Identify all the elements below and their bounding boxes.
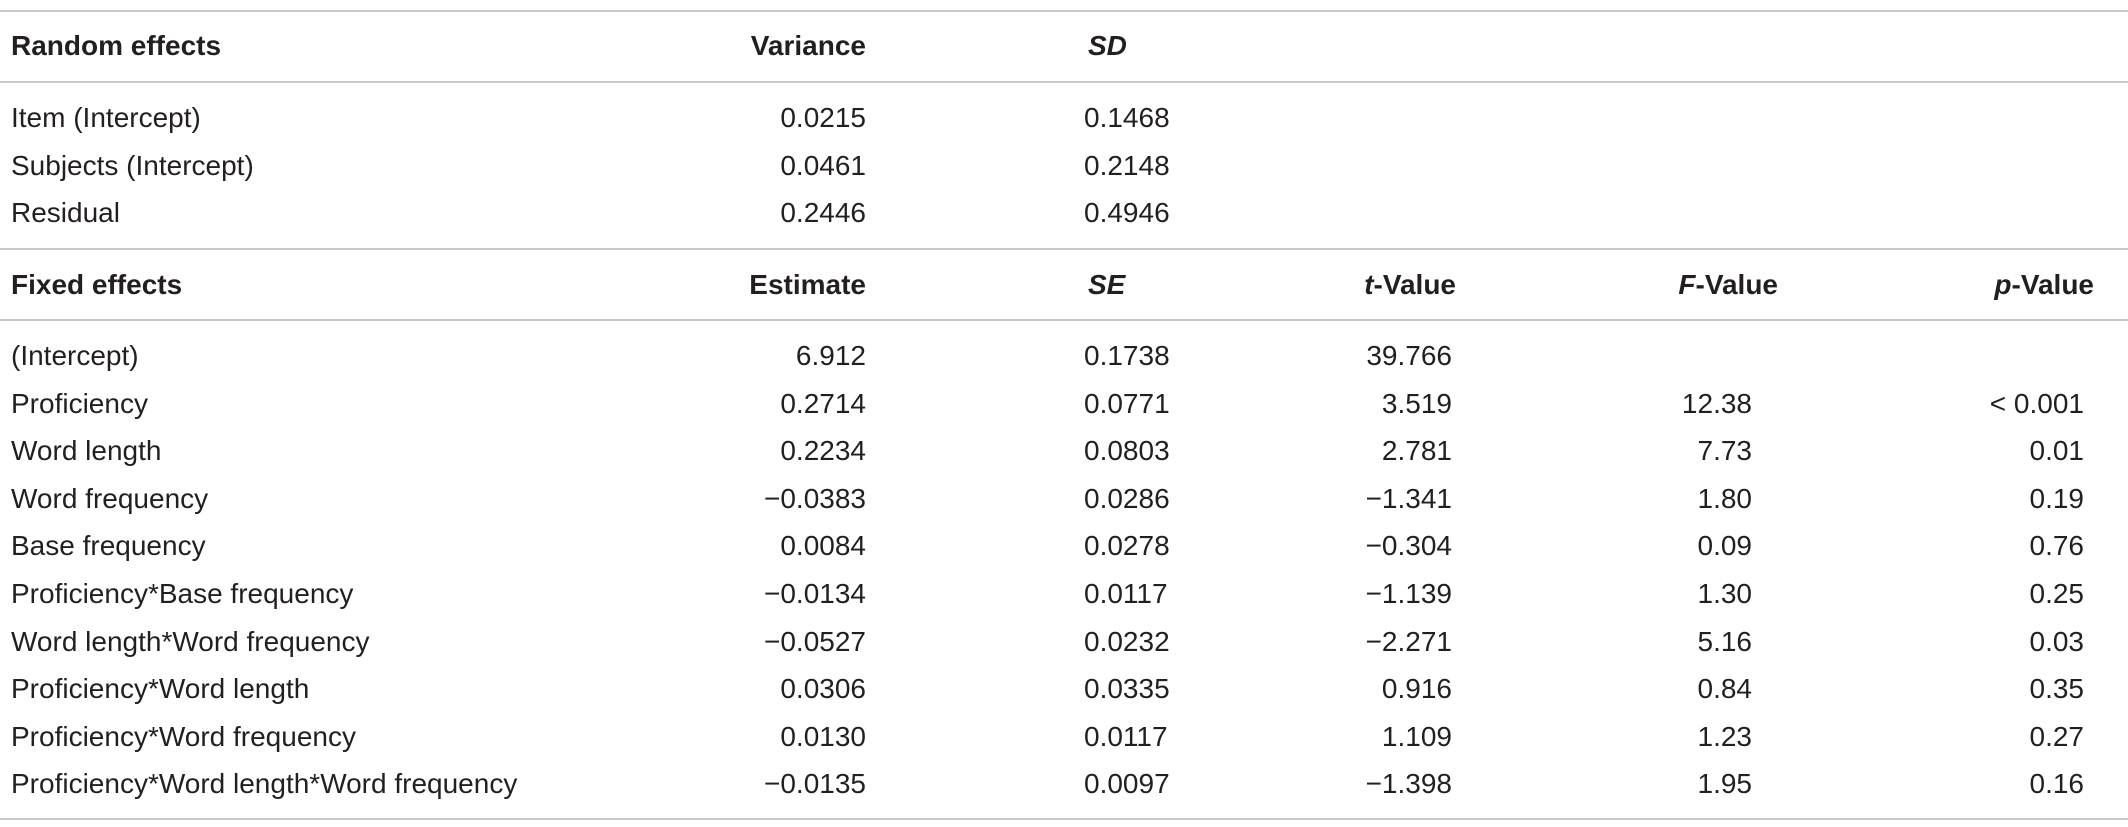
f-value: 1.30 (1697, 578, 1753, 609)
p-value: < 0.001 (1989, 387, 2084, 419)
se-value: 0.0097 (1084, 768, 1170, 800)
row-label: Proficiency*Base frequency (11, 578, 354, 609)
t-value: −1.139 (1365, 578, 1452, 609)
estimate-value: 0.2714 (780, 387, 866, 419)
rule-mid (0, 248, 2128, 250)
random-effects-heading: Random effects (11, 30, 222, 61)
fixed-effects-row: Word length 0.2234 0.0803 2.781 7.73 0.01 (0, 427, 2128, 474)
estimate-value: −0.0134 (764, 578, 866, 609)
fixed-effects-row: (Intercept) 6.912 0.1738 39.766 (0, 332, 2128, 379)
random-effects-row: Item (Intercept) 0.0215 0.1468 (0, 94, 2128, 141)
f-value: 1.95 (1697, 768, 1753, 800)
estimate-value: 6.912 (795, 340, 866, 371)
f-value: 1.80 (1697, 482, 1753, 514)
row-label: Residual (11, 197, 120, 228)
variance-value: 0.2446 (780, 197, 866, 228)
t-value-heading: t-Value (1364, 269, 1456, 300)
estimate-value: −0.0135 (764, 768, 866, 800)
f-value: 12.38 (1681, 387, 1752, 419)
fixed-effects-row: Word frequency −0.0383 0.0286 −1.341 1.80 0.1… (0, 475, 2128, 522)
t-value: 1.109 (1381, 720, 1452, 752)
estimate-value: −0.0527 (764, 625, 866, 657)
row-label: Proficiency*Word length (11, 673, 310, 705)
estimate-value: 0.0084 (780, 530, 866, 562)
t-value: 2.781 (1381, 435, 1452, 467)
random-effects-row: Residual 0.2446 0.4946 (0, 189, 2128, 236)
sd-value: 0.1468 (1084, 102, 1170, 133)
fixed-effects-header-row: Fixed effects Estimate SE t-Value F-Valu… (0, 261, 2128, 308)
t-value: −2.271 (1365, 625, 1452, 657)
se-value: 0.0278 (1084, 530, 1170, 562)
fixed-effects-row: Proficiency*Base frequency −0.0134 0.0117 −… (0, 570, 2128, 617)
fixed-effects-heading: Fixed effects (11, 269, 183, 300)
p-value: 0.03 (2029, 625, 2085, 657)
t-value: −0.304 (1365, 530, 1452, 562)
t-value: −1.341 (1365, 482, 1452, 514)
p-value: 0.16 (2029, 768, 2085, 800)
estimate-value: 0.0130 (780, 720, 866, 752)
fixed-effects-row: Proficiency*Word length 0.0306 0.0335 0.916… (0, 665, 2128, 712)
p-value: 0.27 (2029, 720, 2085, 752)
p-value: 0.19 (2029, 482, 2085, 514)
row-label: (Intercept) (11, 340, 139, 371)
fixed-effects-row: Base frequency 0.0084 0.0278 −0.304 0.09 0.76 (0, 522, 2128, 569)
variance-value: 0.0461 (780, 149, 866, 181)
fixed-effects-row: Proficiency*Word frequency 0.0130 0.0117 1.… (0, 713, 2128, 760)
sd-value: 0.2148 (1084, 149, 1170, 181)
t-value: 0.916 (1381, 673, 1452, 705)
fixed-effects-row: Proficiency 0.2714 0.0771 3.519 12.38 < 0.001 (0, 380, 2128, 427)
row-label: Proficiency (11, 387, 148, 419)
se-value: 0.0117 (1084, 720, 1168, 752)
rule-random-header (0, 81, 2128, 83)
t-value: −1.398 (1365, 768, 1452, 800)
row-label: Item (Intercept) (11, 102, 201, 133)
row-label: Subjects (Intercept) (11, 149, 254, 181)
t-value: 3.519 (1381, 387, 1452, 419)
rule-fixed-header (0, 319, 2128, 321)
t-value: 39.766 (1366, 340, 1452, 371)
fixed-effects-row: Proficiency*Word length*Word frequency −0… (0, 760, 2128, 807)
estimate-value: 0.2234 (780, 435, 866, 467)
p-value: 0.25 (2029, 578, 2085, 609)
row-label: Proficiency*Word frequency (11, 720, 356, 752)
f-value: 7.73 (1697, 435, 1753, 467)
se-value: 0.0335 (1084, 673, 1170, 705)
variance-heading: Variance (750, 30, 866, 61)
variance-value: 0.0215 (780, 102, 866, 133)
se-heading: SE (1088, 269, 1126, 300)
rule-top (0, 10, 2128, 12)
se-value: 0.0771 (1084, 387, 1170, 419)
row-label: Word length*Word frequency (11, 625, 370, 657)
f-value: 1.23 (1697, 720, 1753, 752)
estimate-value: 0.0306 (780, 673, 866, 705)
random-effects-row: Subjects (Intercept) 0.0461 0.2148 (0, 142, 2128, 189)
fixed-effects-row: Word length*Word frequency −0.0527 0.0232 −… (0, 618, 2128, 665)
f-value: 0.09 (1697, 530, 1753, 562)
random-effects-header-row: Random effects Variance SD (0, 22, 2128, 69)
estimate-heading: Estimate (749, 269, 866, 300)
f-value-heading: F-Value (1678, 269, 1778, 300)
sd-heading: SD (1088, 30, 1127, 61)
row-label: Word frequency (11, 482, 209, 514)
row-label: Word length (11, 435, 162, 467)
sd-value: 0.4946 (1084, 197, 1170, 228)
p-value: 0.01 (2029, 435, 2085, 467)
f-value: 0.84 (1697, 673, 1753, 705)
se-value: 0.0803 (1084, 435, 1170, 467)
se-value: 0.1738 (1084, 340, 1170, 371)
row-label: Proficiency*Word length*Word frequency (11, 768, 518, 800)
p-value: 0.35 (2029, 673, 2085, 705)
row-label: Base frequency (11, 530, 206, 562)
se-value: 0.0117 (1084, 578, 1168, 609)
p-value: 0.76 (2029, 530, 2085, 562)
se-value: 0.0286 (1084, 482, 1170, 514)
estimate-value: −0.0383 (764, 482, 866, 514)
rule-bottom (0, 818, 2128, 820)
f-value: 5.16 (1697, 625, 1753, 657)
se-value: 0.0232 (1084, 625, 1170, 657)
p-value-heading: p-Value (1994, 269, 2094, 300)
